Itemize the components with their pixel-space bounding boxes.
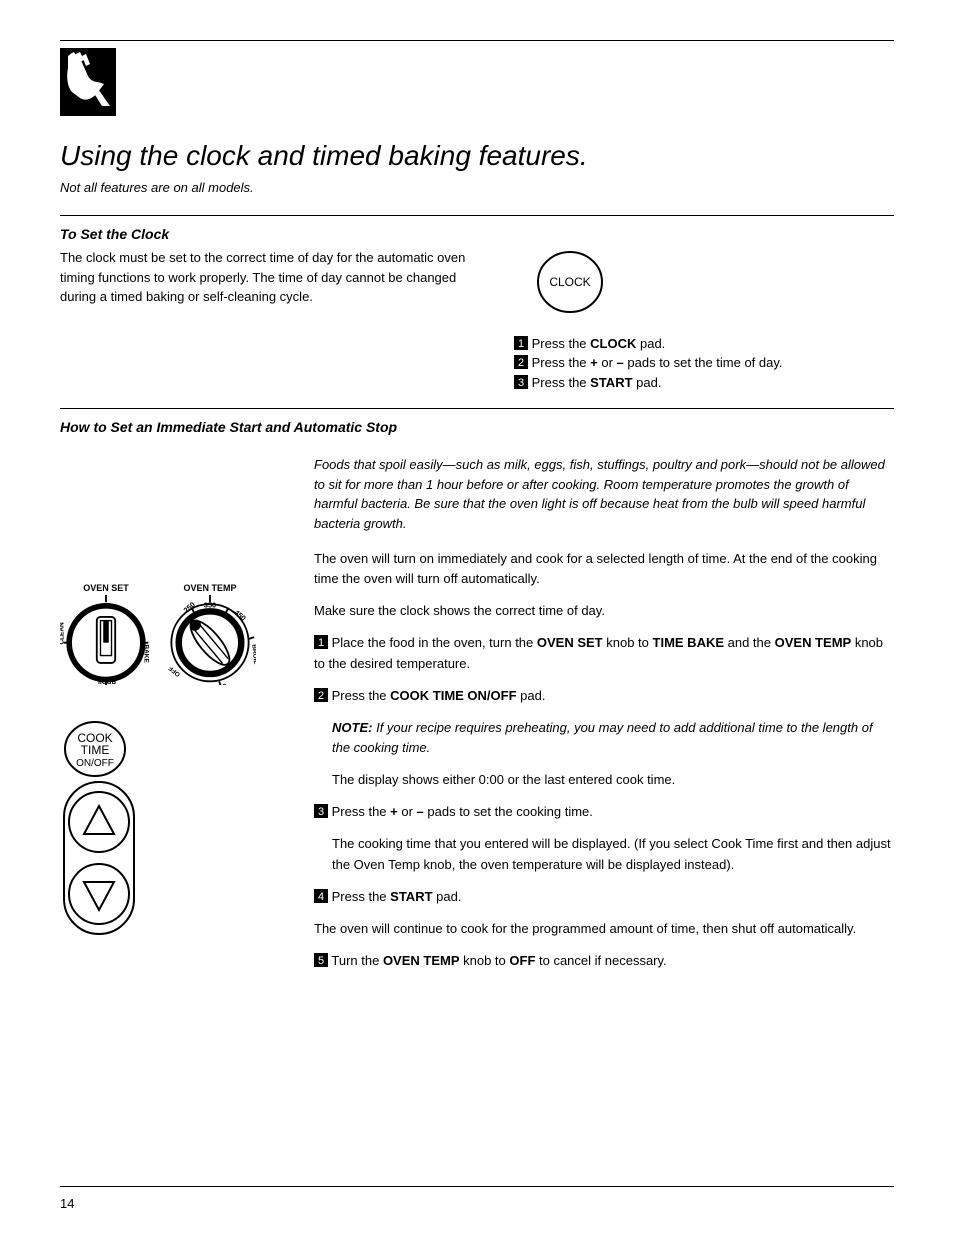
step-num-3-icon: 3 — [314, 804, 328, 818]
clock-button-graphic: CLOCK — [534, 248, 606, 316]
up-down-pad-graphic — [60, 778, 138, 938]
hand-icon — [60, 48, 116, 116]
result-text: The oven will continue to cook for the p… — [314, 919, 894, 939]
section-divider-2 — [60, 408, 894, 409]
svg-text:CLEAN: CLEAN — [60, 622, 66, 645]
svg-text:350: 350 — [204, 601, 216, 610]
svg-text:2: 2 — [518, 357, 524, 369]
page-title: Using the clock and timed baking feature… — [60, 140, 894, 172]
oven-set-label: OVEN SET — [60, 583, 152, 593]
page-subtitle: Not all features are on all models. — [60, 180, 894, 195]
svg-text:2: 2 — [318, 690, 324, 702]
oven-set-knob-icon: TIME BAKE BAKE CLEAN BROIL — [60, 593, 152, 685]
svg-text:4: 4 — [318, 891, 324, 903]
svg-text:TIME: TIME — [81, 743, 110, 757]
step-num-2-icon: 2 — [314, 688, 328, 702]
svg-text:BAKE: BAKE — [143, 645, 150, 664]
bottom-rule — [60, 1186, 894, 1187]
display-note: The display shows either 0:00 or the las… — [314, 770, 894, 790]
timed-step-1: 1 Place the food in the oven, turn the O… — [314, 633, 894, 673]
svg-text:5: 5 — [318, 955, 324, 967]
page-number: 14 — [60, 1196, 74, 1211]
cook-time-button-graphic: COOK TIME ON/OFF — [60, 720, 130, 778]
before-begin: Make sure the clock shows the correct ti… — [314, 601, 894, 621]
step-num-2-icon: 2 — [514, 355, 528, 369]
step-num-1-icon: 1 — [314, 635, 328, 649]
svg-text:3: 3 — [318, 806, 324, 818]
timed-step-2: 2 Press the COOK TIME ON/OFF pad. — [314, 686, 894, 706]
clock-intro: The clock must be set to the correct tim… — [60, 248, 490, 307]
clock-step-1: 1 Press the CLOCK pad. — [514, 334, 894, 354]
svg-text:ON/OFF: ON/OFF — [76, 758, 114, 769]
svg-text:1: 1 — [318, 637, 324, 649]
timed-section-label: How to Set an Immediate Start and Automa… — [60, 419, 894, 435]
step-num-1-icon: 1 — [514, 336, 528, 350]
oven-temp-label: OVEN TEMP — [164, 583, 256, 593]
clock-step-2: 2 Press the + or – pads to set the time … — [514, 353, 894, 373]
cooking-time-display-note: The cooking time that you entered will b… — [314, 834, 894, 874]
svg-text:1: 1 — [518, 338, 524, 350]
timed-step-4: 4 Press the START pad. — [314, 887, 894, 907]
spoilage-note: Foods that spoil easily—such as milk, eg… — [314, 455, 894, 533]
oven-temp-knob-icon: 250 350 450 BROIL OFF CLEAN — [164, 593, 256, 685]
step-num-5-icon: 5 — [314, 953, 328, 967]
cancel-text: 5 Turn the OVEN TEMP knob to OFF to canc… — [314, 951, 894, 971]
timed-step-3: 3 Press the + or – pads to set the cooki… — [314, 802, 894, 822]
preheat-note: NOTE: If your recipe requires preheating… — [314, 718, 894, 758]
section-divider-1 — [60, 215, 894, 216]
top-rule — [60, 40, 894, 41]
step-num-3-icon: 3 — [514, 375, 528, 389]
clock-section-label: To Set the Clock — [60, 226, 894, 242]
step-num-4-icon: 4 — [314, 889, 328, 903]
timed-intro: The oven will turn on immediately and co… — [314, 549, 894, 589]
clock-step-3: 3 Press the START pad. — [514, 373, 894, 393]
svg-text:BROIL: BROIL — [250, 644, 256, 665]
clock-icon-label: CLOCK — [549, 275, 590, 289]
svg-text:3: 3 — [518, 377, 524, 389]
